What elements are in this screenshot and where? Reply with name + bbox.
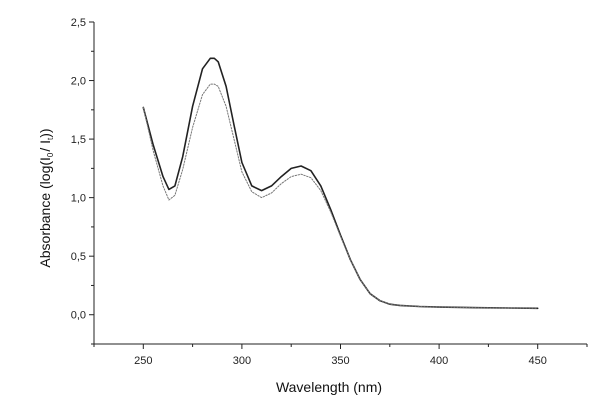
y-axis-ticks: 0,0 0,5 1,0 1,5 2,0 2,5 [71,17,94,345]
x-axis-ticks: 250 300 350 400 450 [93,344,588,367]
x-tick-label: 350 [331,355,349,367]
y-tick-label: 0,0 [71,310,86,322]
y-axis-title: Absorbance (log(I0/ It)) [37,128,55,267]
x-axis-title: Wavelength (nm) [276,379,382,395]
x-tick-label: 450 [529,355,547,367]
series-lines [142,57,539,310]
y-tick-label: 2,5 [71,17,86,29]
y-tick-label: 0,5 [71,251,86,263]
y-axis-title-sub2: t [46,137,55,140]
y-axis-title-middle: / I [37,140,53,152]
x-tick-label: 400 [430,355,448,367]
y-axis-title-prefix: Absorbance (log(I [37,157,53,268]
y-axis-title-sub1: 0 [46,152,55,157]
axes [93,22,587,345]
x-tick-label: 250 [134,355,152,367]
y-tick-label: 1,0 [71,193,86,205]
y-axis-title-suffix: )) [37,128,53,137]
x-tick-label: 300 [233,355,251,367]
series-line-dotted [142,83,539,309]
y-tick-label: 2,0 [71,76,86,88]
y-tick-label: 1,5 [71,134,86,146]
